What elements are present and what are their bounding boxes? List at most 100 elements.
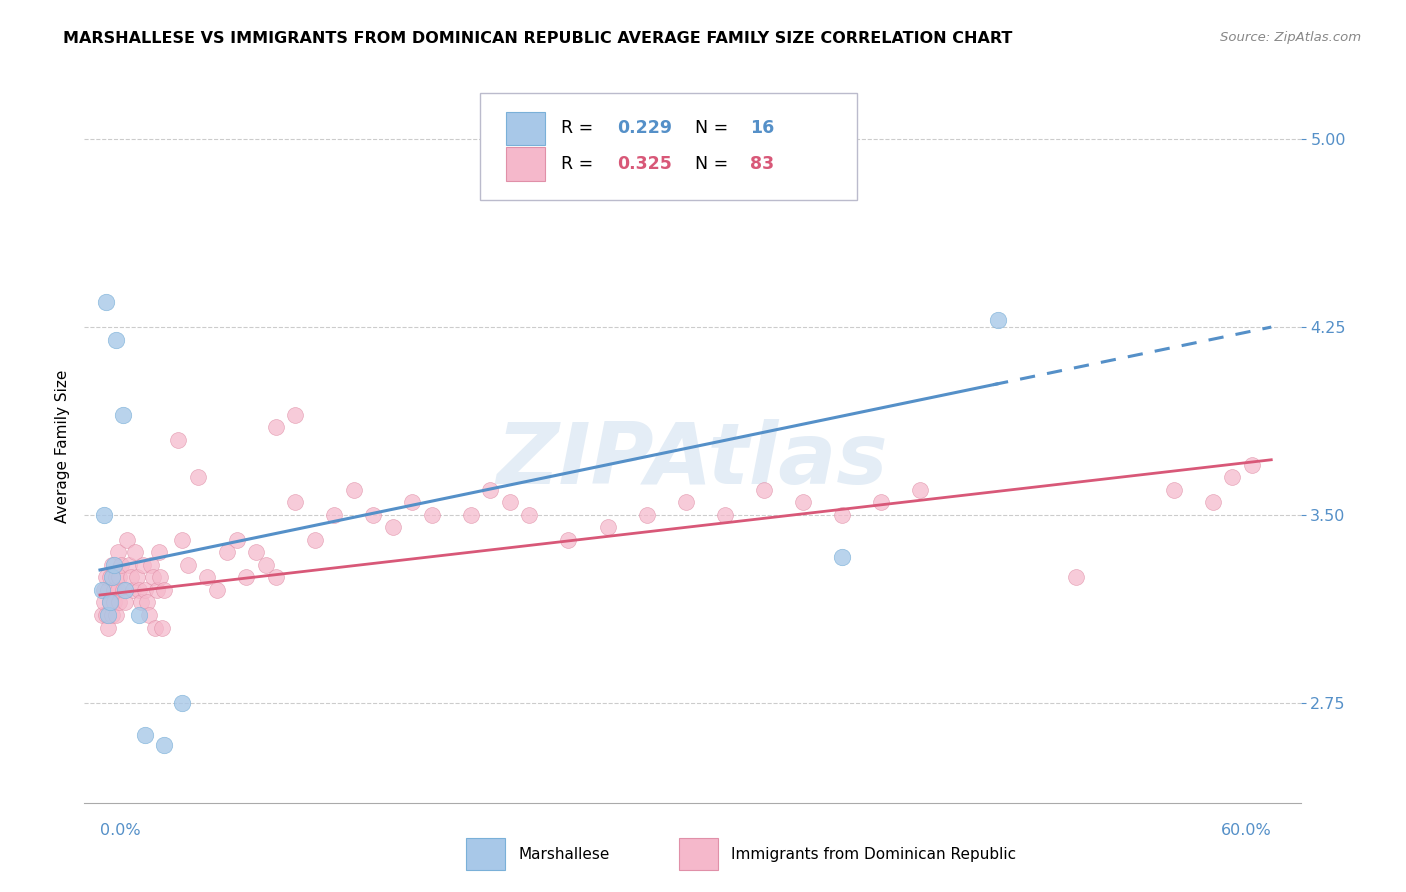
Text: Immigrants from Dominican Republic: Immigrants from Dominican Republic xyxy=(731,847,1017,862)
Point xyxy=(636,508,658,522)
Point xyxy=(304,533,326,547)
Point xyxy=(153,582,176,597)
Point xyxy=(114,582,136,597)
Point xyxy=(94,607,117,622)
Text: N =: N = xyxy=(695,155,734,173)
Point xyxy=(97,621,120,635)
Point xyxy=(97,582,120,597)
Point xyxy=(195,570,218,584)
Point xyxy=(125,570,148,584)
Point xyxy=(110,558,132,572)
Point xyxy=(987,312,1010,326)
Point xyxy=(97,607,120,622)
Point xyxy=(254,558,277,572)
Point xyxy=(264,570,287,584)
Point xyxy=(90,582,112,597)
Point xyxy=(134,582,156,597)
Point xyxy=(381,520,404,534)
FancyBboxPatch shape xyxy=(479,93,856,200)
Text: R =: R = xyxy=(561,120,599,137)
Point xyxy=(100,558,122,572)
FancyBboxPatch shape xyxy=(467,838,505,870)
Point xyxy=(98,570,121,584)
Point xyxy=(401,495,423,509)
Point xyxy=(142,570,165,584)
Point xyxy=(143,621,166,635)
Point xyxy=(420,508,443,522)
Point xyxy=(117,533,139,547)
Point xyxy=(187,470,209,484)
Point xyxy=(104,607,127,622)
Point xyxy=(675,495,697,509)
Point xyxy=(103,595,125,609)
Point xyxy=(152,621,174,635)
Y-axis label: Average Family Size: Average Family Size xyxy=(55,369,70,523)
Text: 0.325: 0.325 xyxy=(617,155,672,173)
Point xyxy=(108,595,131,609)
Point xyxy=(284,495,307,509)
Text: N =: N = xyxy=(695,120,734,137)
Point xyxy=(145,582,167,597)
Point xyxy=(170,533,193,547)
Point xyxy=(752,483,775,497)
Point xyxy=(103,582,125,597)
Text: MARSHALLESE VS IMMIGRANTS FROM DOMINICAN REPUBLIC AVERAGE FAMILY SIZE CORRELATIO: MARSHALLESE VS IMMIGRANTS FROM DOMINICAN… xyxy=(63,31,1012,46)
FancyBboxPatch shape xyxy=(506,147,546,181)
Point xyxy=(98,595,121,609)
Text: 16: 16 xyxy=(749,120,773,137)
Point xyxy=(831,508,853,522)
Text: Marshallese: Marshallese xyxy=(519,847,610,862)
Point xyxy=(235,570,257,584)
Point xyxy=(129,595,152,609)
Point xyxy=(93,595,115,609)
Point xyxy=(149,570,172,584)
Point xyxy=(107,582,129,597)
Point xyxy=(107,545,129,559)
Point xyxy=(343,483,366,497)
Point xyxy=(225,533,247,547)
Point xyxy=(215,545,238,559)
Point xyxy=(112,408,135,422)
Point xyxy=(98,595,121,609)
Point xyxy=(114,595,136,609)
Text: 0.0%: 0.0% xyxy=(100,822,141,838)
Point xyxy=(122,582,145,597)
Point xyxy=(148,545,170,559)
Point xyxy=(135,595,157,609)
Point xyxy=(908,483,931,497)
Point xyxy=(134,728,156,742)
Point xyxy=(103,558,125,572)
Point xyxy=(177,558,200,572)
Text: Source: ZipAtlas.com: Source: ZipAtlas.com xyxy=(1220,31,1361,45)
Point xyxy=(479,483,502,497)
Point xyxy=(94,570,117,584)
Point xyxy=(499,495,522,509)
Point xyxy=(120,570,142,584)
Point xyxy=(264,420,287,434)
FancyBboxPatch shape xyxy=(679,838,718,870)
Point xyxy=(100,570,122,584)
Point xyxy=(90,607,112,622)
Point xyxy=(557,533,579,547)
Point xyxy=(132,558,155,572)
Point xyxy=(831,550,853,565)
Point xyxy=(153,738,176,752)
Point xyxy=(869,495,891,509)
Point xyxy=(104,333,127,347)
Point xyxy=(284,408,307,422)
Point xyxy=(205,582,228,597)
Text: ZIPAtlas: ZIPAtlas xyxy=(496,418,889,502)
Text: 0.229: 0.229 xyxy=(617,120,672,137)
Point xyxy=(93,508,115,522)
Point xyxy=(1220,470,1243,484)
Point xyxy=(1064,570,1087,584)
Point xyxy=(713,508,735,522)
Point xyxy=(167,433,190,447)
Point xyxy=(361,508,384,522)
Point xyxy=(124,545,146,559)
Text: R =: R = xyxy=(561,155,599,173)
Point xyxy=(596,520,619,534)
Point xyxy=(1202,495,1225,509)
Point xyxy=(93,582,115,597)
FancyBboxPatch shape xyxy=(506,112,546,145)
